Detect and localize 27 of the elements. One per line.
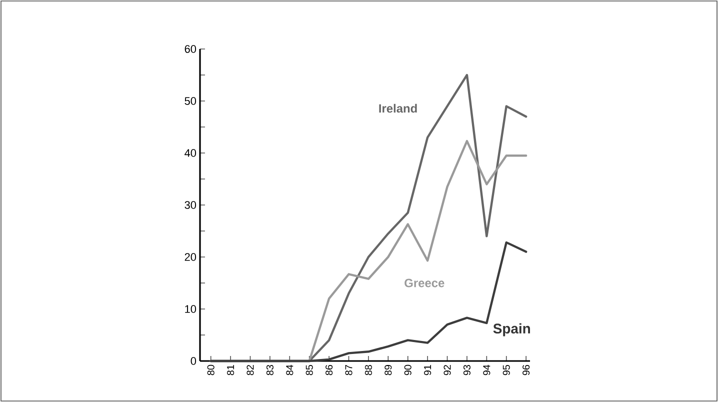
y-tick-label: 0 [190, 357, 196, 365]
x-tick-label: 81 [227, 365, 234, 376]
x-tick-label: 89 [384, 364, 392, 376]
series-label: Spain [493, 323, 530, 336]
x-tick-label: 88 [364, 364, 372, 376]
series-label: Greece [404, 278, 444, 288]
y-tick-label: 10 [185, 305, 196, 313]
y-tick-label: 20 [184, 253, 196, 261]
x-tick-label: 95 [502, 364, 510, 376]
x-tick-label: 86 [326, 364, 333, 376]
x-tick-label: 92 [444, 365, 451, 376]
x-tick-label: 87 [345, 365, 352, 376]
x-tick-label: 94 [483, 364, 490, 376]
y-tick-label: 30 [184, 201, 196, 209]
x-tick-label: 96 [522, 364, 530, 376]
x-tick-label: 93 [463, 364, 470, 376]
x-tick-label: 82 [246, 365, 254, 376]
x-tick-label: 80 [207, 364, 214, 376]
x-tick-label: 85 [306, 364, 313, 376]
x-tick-label: 83 [266, 364, 274, 376]
x-tick-label: 84 [286, 364, 294, 376]
series-label: Ireland [379, 104, 417, 113]
y-tick-label: 50 [184, 97, 196, 105]
y-tick-label: 60 [184, 45, 196, 53]
x-tick-label: 90 [404, 364, 412, 376]
y-tick-label: 40 [184, 149, 196, 157]
x-tick-label: 91 [424, 365, 432, 376]
